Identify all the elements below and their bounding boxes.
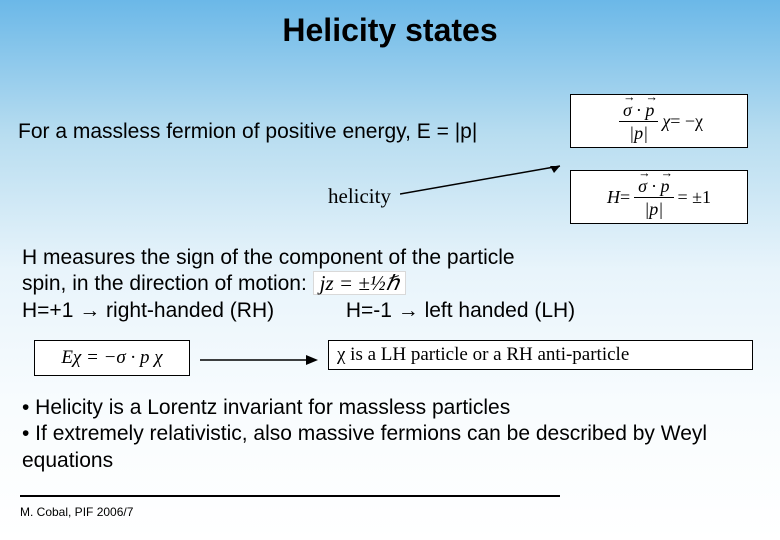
arrow-icon: → bbox=[398, 299, 419, 322]
desc-line-3: H=+1 → right-handed (RH) H=-1 → left han… bbox=[22, 298, 762, 324]
slide-title: Helicity states bbox=[0, 0, 780, 49]
desc-line-2: spin, in the direction of motion: jz = ±… bbox=[22, 271, 762, 297]
intro-line: For a massless fermion of positive energ… bbox=[18, 120, 477, 144]
bullet-2: • If extremely relativistic, also massiv… bbox=[22, 421, 762, 474]
implies-arrow bbox=[200, 350, 320, 370]
helicity-label: helicity bbox=[328, 184, 391, 209]
jz-equation-box: jz = ±½ℏ bbox=[313, 271, 406, 295]
equation-box-1: σ · p |p| χ = −χ bbox=[570, 94, 748, 148]
equation-box-2: H = σ · p |p| = ±1 bbox=[570, 170, 748, 224]
description-paragraph: H measures the sign of the component of … bbox=[22, 245, 762, 324]
bullet-1: • Helicity is a Lorentz invariant for ma… bbox=[22, 395, 762, 421]
footer-divider bbox=[20, 495, 560, 497]
arrow-icon: → bbox=[79, 299, 100, 322]
desc-line-1: H measures the sign of the component of … bbox=[22, 245, 762, 271]
bullet-list: • Helicity is a Lorentz invariant for ma… bbox=[22, 395, 762, 474]
chi-statement-box: χ is a LH particle or a RH anti-particle bbox=[328, 340, 753, 370]
footer-text: M. Cobal, PIF 2006/7 bbox=[20, 505, 133, 519]
helicity-arrow-line bbox=[400, 160, 570, 200]
equation-box-3: Eχ = −σ · p χ bbox=[34, 340, 190, 376]
